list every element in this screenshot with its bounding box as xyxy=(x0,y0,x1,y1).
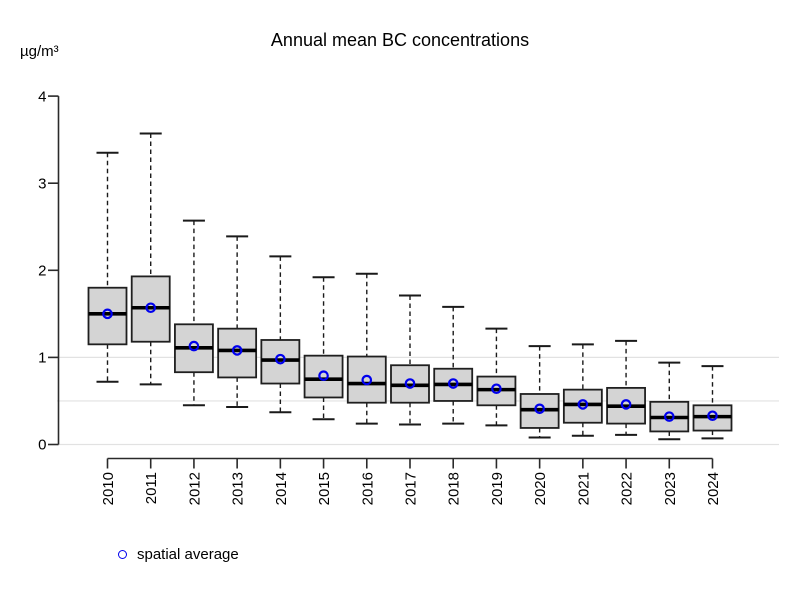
x-tick-label-2024: 2024 xyxy=(705,472,722,505)
x-tick-label-2023: 2023 xyxy=(662,472,679,505)
mean-marker-legend-icon xyxy=(118,550,127,559)
mean-marker xyxy=(404,378,416,389)
boxplot-2017 xyxy=(390,294,430,426)
x-tick-label-2020: 2020 xyxy=(532,472,549,505)
x-tick-label-2021: 2021 xyxy=(575,472,592,505)
boxplot-2022 xyxy=(606,339,646,436)
legend: spatial average xyxy=(118,547,239,562)
boxplot-2019 xyxy=(476,327,517,427)
x-tick-label-2011: 2011 xyxy=(143,472,160,504)
y-tick-label-1: 1 xyxy=(38,350,46,367)
mean-marker xyxy=(577,399,589,410)
mean-marker xyxy=(534,403,545,415)
mean-marker xyxy=(663,411,675,422)
mean-marker xyxy=(491,383,502,395)
mean-marker xyxy=(707,410,718,422)
mean-marker xyxy=(447,378,459,389)
x-tick-label-2019: 2019 xyxy=(489,472,506,505)
x-tick-label-2022: 2022 xyxy=(619,472,636,505)
boxplot-2015 xyxy=(303,276,344,421)
legend-label: spatial average xyxy=(137,546,239,563)
chart-title: Annual mean BC concentrations xyxy=(270,30,530,50)
y-tick-label-4: 4 xyxy=(38,88,46,105)
x-tick-label-2013: 2013 xyxy=(230,472,247,505)
iqr-box xyxy=(303,354,344,399)
boxplot-2011 xyxy=(130,132,171,386)
iqr-box xyxy=(87,286,128,346)
mean-marker xyxy=(620,399,632,410)
iqr-box xyxy=(346,355,387,404)
x-tick-label-2012: 2012 xyxy=(186,472,203,505)
boxplot-2023 xyxy=(649,361,690,441)
boxplot-2012 xyxy=(174,219,214,407)
y-tick-label-3: 3 xyxy=(38,175,46,192)
boxplot-2021 xyxy=(562,343,603,437)
boxplot-2020 xyxy=(519,345,560,439)
x-tick-label-2014: 2014 xyxy=(273,472,290,505)
y-tick-label-0: 0 xyxy=(38,437,46,454)
x-tick-label-2017: 2017 xyxy=(402,472,419,505)
mean-marker xyxy=(188,340,200,352)
mean-marker xyxy=(231,345,243,356)
mean-marker xyxy=(361,374,373,386)
x-tick-label-2015: 2015 xyxy=(316,472,333,505)
mean-marker xyxy=(145,302,157,314)
mean-marker xyxy=(102,308,113,320)
boxplot-2018 xyxy=(433,305,474,425)
mean-marker xyxy=(275,353,286,365)
x-tick-label-2018: 2018 xyxy=(446,472,463,505)
y-axis-unit-label: µg/m³ xyxy=(20,43,59,60)
mean-marker xyxy=(318,370,329,381)
x-tick-label-2010: 2010 xyxy=(100,472,117,505)
iqr-box xyxy=(217,327,258,379)
y-tick-label-2: 2 xyxy=(38,263,46,280)
x-tick-label-2016: 2016 xyxy=(359,472,376,505)
boxplot-2016 xyxy=(346,272,387,425)
boxplot-2024 xyxy=(692,365,733,440)
boxplot-2013 xyxy=(217,235,258,409)
boxplot-2014 xyxy=(260,255,301,414)
boxplot-2010 xyxy=(87,151,128,383)
